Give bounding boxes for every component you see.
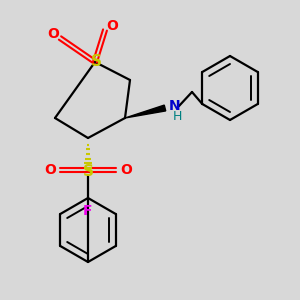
Text: O: O	[120, 163, 132, 177]
Text: O: O	[44, 163, 56, 177]
Polygon shape	[125, 105, 166, 118]
Text: S: S	[91, 55, 101, 70]
Text: O: O	[47, 27, 59, 41]
Text: O: O	[106, 19, 118, 33]
Text: N: N	[169, 99, 181, 113]
Text: F: F	[83, 204, 93, 218]
Text: H: H	[172, 110, 182, 122]
Text: S: S	[82, 164, 94, 178]
